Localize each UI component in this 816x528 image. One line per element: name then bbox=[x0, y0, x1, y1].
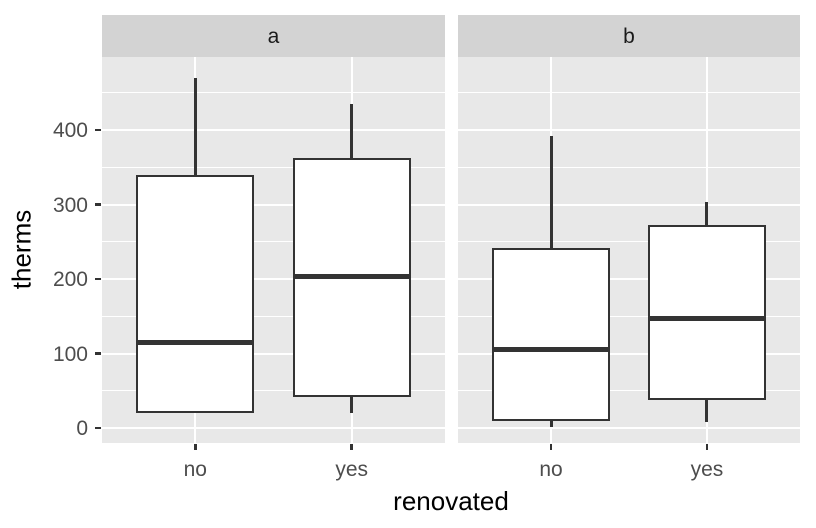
x-tick-label: yes bbox=[690, 458, 724, 481]
gridline-major bbox=[102, 352, 445, 355]
gridline-minor bbox=[102, 241, 445, 243]
gridline-minor bbox=[102, 166, 445, 168]
y-tick-label: 200 bbox=[52, 268, 88, 292]
y-tick-mark bbox=[95, 352, 101, 355]
iqr-box bbox=[136, 174, 255, 414]
whisker-upper bbox=[350, 103, 354, 159]
x-tick-label: yes bbox=[335, 458, 369, 481]
gridline-minor bbox=[102, 92, 445, 94]
y-tick-label: 100 bbox=[52, 342, 88, 366]
facet-strip: a bbox=[102, 15, 445, 57]
gridline-major bbox=[102, 427, 445, 430]
iqr-box bbox=[647, 225, 766, 400]
gridline-major bbox=[458, 352, 800, 355]
median-line bbox=[492, 346, 611, 352]
x-tick-mark bbox=[194, 444, 197, 450]
facet-strip-label: a bbox=[267, 24, 280, 48]
y-tick-label: 300 bbox=[52, 193, 88, 217]
x-axis-title: renovated bbox=[393, 486, 509, 516]
whisker-upper bbox=[193, 77, 197, 175]
gridline-major bbox=[458, 203, 800, 206]
gridline-major bbox=[102, 278, 445, 281]
gridline-minor bbox=[102, 390, 445, 392]
facet-strip-label: b bbox=[623, 24, 635, 48]
gridline-major bbox=[102, 129, 445, 132]
facet-panel bbox=[102, 57, 445, 443]
x-tick-mark bbox=[549, 444, 553, 450]
gridline-major bbox=[458, 427, 800, 430]
y-tick-label: 0 bbox=[76, 417, 88, 441]
whisker-lower bbox=[705, 399, 709, 423]
median-line bbox=[136, 339, 255, 345]
gridline-minor bbox=[458, 241, 800, 243]
gridline-major bbox=[102, 203, 445, 206]
whisker-lower bbox=[549, 420, 553, 427]
x-tick-mark bbox=[350, 444, 353, 450]
x-tick-label: no bbox=[183, 458, 207, 481]
whisker-lower bbox=[350, 396, 354, 414]
x-tick-mark bbox=[705, 444, 709, 450]
whisker-upper bbox=[549, 135, 553, 248]
facet-strip: b bbox=[458, 15, 800, 57]
iqr-box bbox=[492, 247, 611, 421]
whisker-upper bbox=[705, 201, 709, 226]
y-tick-mark bbox=[95, 426, 101, 430]
facet-panel bbox=[458, 57, 800, 443]
y-tick-label: 400 bbox=[52, 119, 88, 143]
gridline-minor bbox=[458, 390, 800, 392]
gridline-minor bbox=[102, 315, 445, 317]
gridline-major bbox=[458, 129, 800, 132]
y-tick-mark bbox=[95, 277, 101, 281]
gridline-minor bbox=[458, 166, 800, 168]
y-tick-mark bbox=[95, 203, 101, 206]
gridline-minor bbox=[458, 92, 800, 94]
gridline-major bbox=[458, 278, 800, 281]
median-line bbox=[647, 316, 766, 322]
x-tick-label: no bbox=[539, 458, 563, 481]
median-line bbox=[292, 274, 411, 280]
y-tick-mark bbox=[95, 128, 101, 132]
gridline-minor bbox=[458, 315, 800, 317]
